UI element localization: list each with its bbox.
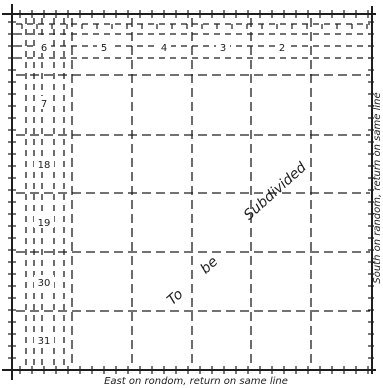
label-to: To: [164, 286, 186, 308]
top-row-section-numbers: 6 5 4 3 2: [37, 40, 289, 54]
section-number-2: 2: [279, 43, 285, 54]
section-number-6: 6: [41, 43, 47, 54]
township-boundary: [2, 4, 376, 380]
section-number-4: 4: [161, 43, 167, 54]
south-random-line-note: South on random, return on same line: [372, 92, 383, 283]
to-be-subdivided-label: To be Subdivided: [164, 159, 309, 308]
section-number-3: 3: [220, 43, 226, 54]
east-random-line-note: East on rondom, return on same line: [104, 376, 288, 387]
section-number-30: 30: [38, 278, 51, 289]
section-number-5: 5: [101, 43, 107, 54]
survey-tick-marks: [8, 10, 374, 374]
left-column-section-numbers: 7 18 19 30 31: [34, 96, 54, 347]
section-grid: [16, 18, 370, 368]
section-number-18: 18: [38, 160, 51, 171]
section-number-19: 19: [38, 218, 51, 229]
label-be: be: [197, 254, 221, 278]
section-number-31: 31: [38, 336, 51, 347]
section-number-7: 7: [41, 99, 47, 110]
